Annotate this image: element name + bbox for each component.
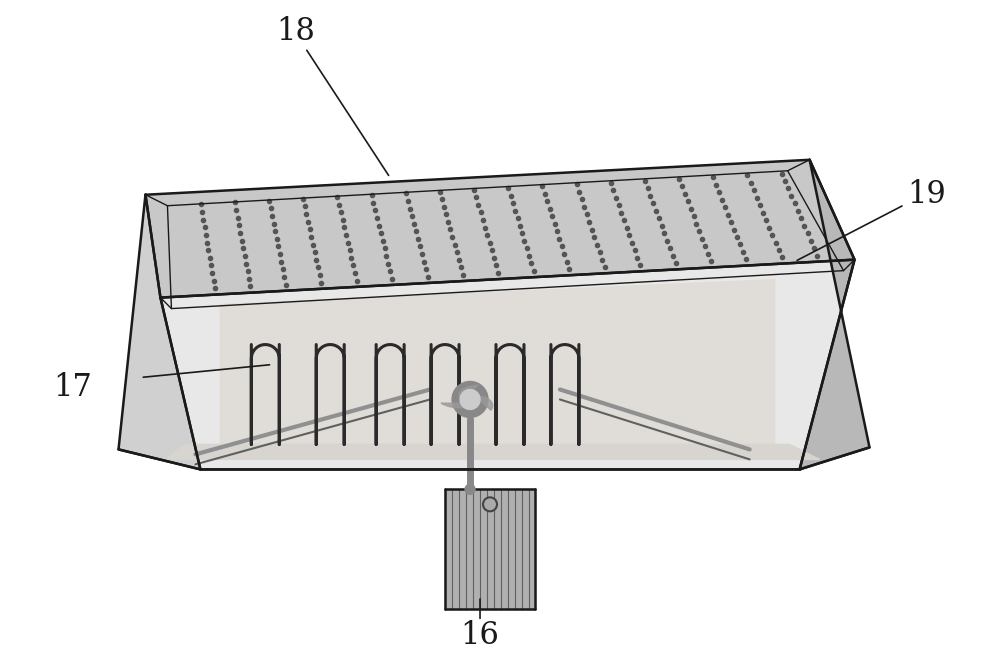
Polygon shape bbox=[445, 489, 535, 609]
Text: 17: 17 bbox=[53, 372, 92, 403]
Polygon shape bbox=[119, 195, 200, 470]
Polygon shape bbox=[800, 160, 870, 470]
Text: 18: 18 bbox=[276, 16, 315, 47]
Polygon shape bbox=[165, 444, 820, 459]
Circle shape bbox=[465, 484, 475, 495]
Polygon shape bbox=[459, 385, 478, 398]
Polygon shape bbox=[476, 396, 493, 410]
Polygon shape bbox=[441, 403, 472, 407]
Polygon shape bbox=[145, 160, 855, 297]
Polygon shape bbox=[160, 259, 855, 470]
Circle shape bbox=[452, 381, 488, 417]
Circle shape bbox=[483, 497, 497, 512]
Text: 19: 19 bbox=[907, 179, 946, 210]
Circle shape bbox=[460, 390, 480, 409]
Polygon shape bbox=[220, 280, 775, 444]
Text: 16: 16 bbox=[461, 620, 499, 650]
